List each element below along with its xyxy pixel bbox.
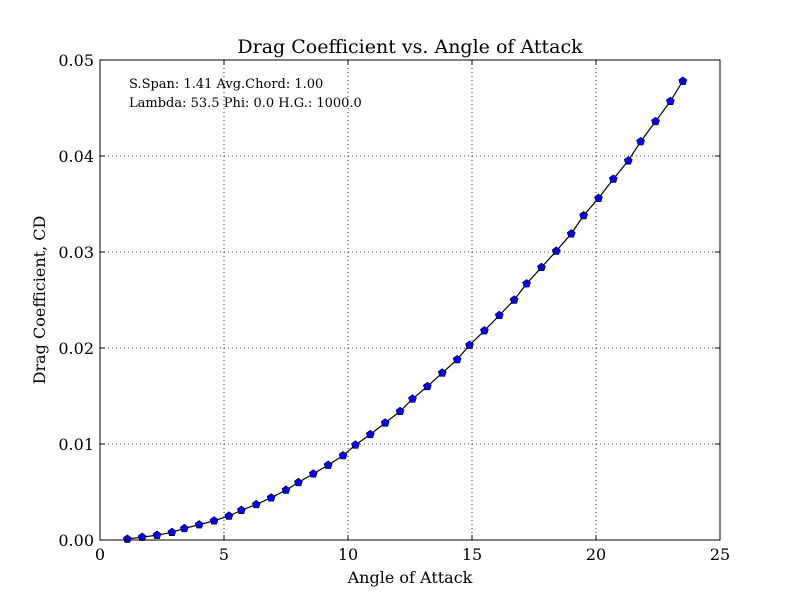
data-point-marker <box>194 520 204 529</box>
data-point-marker <box>636 137 645 146</box>
data-point-marker <box>209 516 219 525</box>
data-point-marker <box>537 262 546 272</box>
data-point-marker <box>251 499 261 509</box>
data-point-marker <box>494 310 504 320</box>
x-tick-label: 25 <box>710 545 730 564</box>
data-point-marker <box>623 156 633 165</box>
data-point-marker <box>423 381 432 391</box>
x-tick-label: 15 <box>462 545 482 564</box>
chart-title: Drag Coefficient vs. Angle of Attack <box>237 36 583 58</box>
data-point-marker <box>179 523 189 533</box>
x-tick-label: 5 <box>219 545 229 564</box>
data-point-marker <box>395 406 405 416</box>
drag-curve-line <box>127 80 684 540</box>
data-point-marker <box>152 530 162 539</box>
data-point-marker <box>266 493 276 502</box>
data-point-marker <box>338 450 348 460</box>
series-layer <box>122 76 688 543</box>
y-tick-label: 0.00 <box>58 531 94 550</box>
y-tick-label: 0.04 <box>58 147 94 166</box>
data-point-marker <box>237 505 246 514</box>
data-point-marker <box>480 326 489 335</box>
data-point-marker <box>651 116 660 126</box>
data-point-marker <box>224 511 234 520</box>
data-point-marker <box>437 368 447 377</box>
annotation-lambda-phi-hg: Lambda: 53.5 Phi: 0.0 H.G.: 1000.0 <box>129 96 362 111</box>
data-point-marker <box>122 534 132 543</box>
data-point-marker <box>351 440 360 449</box>
tick-labels: 0 5 10 15 20 25 0.00 0.01 0.02 0.03 0.04 0.05 <box>58 51 730 564</box>
x-tick-label: 20 <box>586 545 606 564</box>
data-point-marker <box>522 279 531 288</box>
data-point-marker <box>137 532 147 541</box>
y-axis-title: Drag Coefficient, CD <box>30 216 49 385</box>
data-point-marker <box>509 295 519 304</box>
y-tick-label: 0.01 <box>58 435 94 454</box>
data-point-marker <box>678 76 688 85</box>
data-point-marker <box>666 96 675 105</box>
data-point-marker <box>551 246 561 255</box>
x-axis-title: Angle of Attack <box>347 568 473 587</box>
data-point-marker <box>323 460 333 469</box>
annotation-span-chord: S.Span: 1.41 Avg.Chord: 1.00 <box>129 77 323 92</box>
data-point-marker <box>566 229 576 238</box>
y-tick-label: 0.02 <box>58 339 94 358</box>
data-point-marker <box>609 174 618 183</box>
data-point-marker <box>594 193 603 202</box>
data-point-marker <box>380 418 390 427</box>
x-tick-label: 0 <box>95 545 105 564</box>
data-point-marker <box>465 340 474 349</box>
y-tick-label: 0.03 <box>58 243 94 262</box>
data-point-marker <box>281 485 291 494</box>
y-tick-label: 0.05 <box>58 51 94 70</box>
data-point-marker <box>167 527 177 537</box>
grid-lines <box>100 60 720 540</box>
data-point-marker <box>294 477 303 487</box>
x-tick-label: 10 <box>338 545 358 564</box>
plot-frame <box>99 59 721 541</box>
data-point-marker <box>365 429 375 439</box>
data-point-marker <box>452 354 462 364</box>
ticks <box>99 59 721 541</box>
data-point-marker <box>408 394 417 403</box>
data-point-marker <box>579 210 588 220</box>
data-point-marker <box>308 469 318 478</box>
